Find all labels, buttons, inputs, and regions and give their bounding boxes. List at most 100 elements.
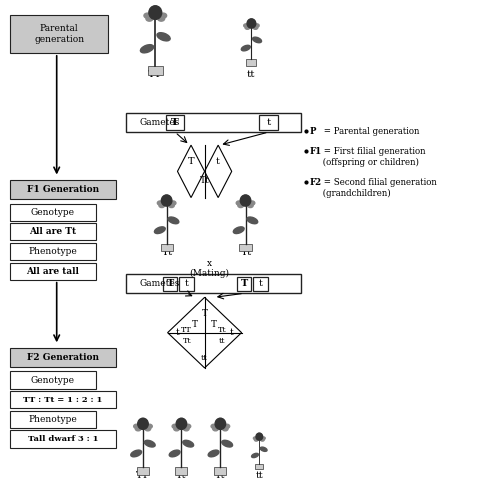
Bar xyxy=(148,66,163,75)
Text: tt: tt xyxy=(255,471,263,480)
Ellipse shape xyxy=(169,450,180,457)
Ellipse shape xyxy=(170,201,176,205)
Text: t: t xyxy=(216,157,220,166)
Ellipse shape xyxy=(178,418,184,422)
Ellipse shape xyxy=(157,201,163,205)
FancyBboxPatch shape xyxy=(10,348,116,367)
Ellipse shape xyxy=(152,6,159,11)
Ellipse shape xyxy=(161,195,172,206)
Polygon shape xyxy=(177,145,205,198)
Ellipse shape xyxy=(146,424,152,428)
FancyBboxPatch shape xyxy=(10,391,116,408)
FancyBboxPatch shape xyxy=(166,115,184,130)
FancyBboxPatch shape xyxy=(10,411,96,428)
Ellipse shape xyxy=(247,217,258,224)
Ellipse shape xyxy=(159,204,165,208)
Ellipse shape xyxy=(261,438,264,441)
Text: T: T xyxy=(241,279,247,288)
Text: Phenotype: Phenotype xyxy=(29,415,77,424)
FancyBboxPatch shape xyxy=(10,430,116,448)
Ellipse shape xyxy=(224,424,230,428)
Ellipse shape xyxy=(135,427,141,431)
Bar xyxy=(161,244,173,251)
Ellipse shape xyxy=(183,440,194,447)
Ellipse shape xyxy=(253,437,257,439)
Ellipse shape xyxy=(256,433,263,440)
Text: tt: tt xyxy=(247,70,256,79)
Ellipse shape xyxy=(138,418,148,429)
FancyBboxPatch shape xyxy=(10,204,96,221)
Ellipse shape xyxy=(131,450,141,457)
Text: T: T xyxy=(192,320,198,329)
Ellipse shape xyxy=(247,204,253,208)
Ellipse shape xyxy=(169,204,175,208)
Text: F2: F2 xyxy=(309,178,321,187)
Ellipse shape xyxy=(146,16,153,21)
FancyBboxPatch shape xyxy=(10,180,116,199)
Ellipse shape xyxy=(244,24,248,27)
Ellipse shape xyxy=(172,424,178,428)
FancyBboxPatch shape xyxy=(126,113,301,132)
Ellipse shape xyxy=(236,201,242,205)
FancyBboxPatch shape xyxy=(10,263,96,280)
Text: Genotype: Genotype xyxy=(31,208,75,217)
Ellipse shape xyxy=(240,195,251,206)
Text: t: t xyxy=(176,328,180,337)
Polygon shape xyxy=(205,145,232,198)
FancyBboxPatch shape xyxy=(163,277,177,291)
Text: TT : Tt = 1 : 2 : 1: TT : Tt = 1 : 2 : 1 xyxy=(23,396,103,404)
Text: Tt: Tt xyxy=(241,248,252,257)
Text: = First filial generation: = First filial generation xyxy=(321,147,426,156)
Ellipse shape xyxy=(211,424,217,428)
Bar xyxy=(137,467,149,475)
Bar xyxy=(176,467,187,475)
Ellipse shape xyxy=(251,453,258,458)
Text: x
(Mating): x (Mating) xyxy=(189,259,230,278)
Text: All are tall: All are tall xyxy=(27,267,79,276)
FancyBboxPatch shape xyxy=(10,243,96,260)
Text: T: T xyxy=(188,157,194,166)
Ellipse shape xyxy=(241,45,250,51)
Text: = Parental generation: = Parental generation xyxy=(321,127,420,136)
Ellipse shape xyxy=(157,33,170,41)
Ellipse shape xyxy=(140,418,146,422)
Bar xyxy=(240,244,251,251)
Ellipse shape xyxy=(222,440,233,447)
Ellipse shape xyxy=(134,424,140,428)
Text: Tt: Tt xyxy=(218,326,227,334)
Ellipse shape xyxy=(249,19,254,23)
Ellipse shape xyxy=(254,24,259,27)
Ellipse shape xyxy=(149,6,162,20)
FancyBboxPatch shape xyxy=(10,15,108,53)
Text: (offspring or children): (offspring or children) xyxy=(309,158,419,167)
Text: Tall dwarf 3 : 1: Tall dwarf 3 : 1 xyxy=(28,435,98,443)
Text: TT: TT xyxy=(148,70,162,79)
Ellipse shape xyxy=(158,16,165,21)
Ellipse shape xyxy=(144,13,151,18)
Ellipse shape xyxy=(174,427,179,431)
Text: TT: TT xyxy=(136,471,150,480)
Ellipse shape xyxy=(164,195,170,199)
FancyBboxPatch shape xyxy=(126,274,301,293)
Text: Tt: Tt xyxy=(215,471,226,480)
Ellipse shape xyxy=(249,201,255,205)
Text: t: t xyxy=(184,279,188,288)
Ellipse shape xyxy=(260,447,267,452)
Text: T: T xyxy=(167,279,174,288)
Text: tt: tt xyxy=(219,337,226,345)
Text: (grandchildren): (grandchildren) xyxy=(309,189,391,198)
Ellipse shape xyxy=(154,227,165,233)
Ellipse shape xyxy=(245,26,250,29)
FancyBboxPatch shape xyxy=(237,277,251,291)
Text: tt: tt xyxy=(201,354,208,362)
FancyBboxPatch shape xyxy=(10,371,96,389)
Text: T: T xyxy=(211,320,217,329)
Ellipse shape xyxy=(233,227,244,233)
Ellipse shape xyxy=(252,37,262,43)
Text: T: T xyxy=(202,309,208,318)
Text: T: T xyxy=(171,118,179,127)
Ellipse shape xyxy=(212,427,218,431)
Text: Gametes: Gametes xyxy=(140,118,180,127)
Ellipse shape xyxy=(215,418,226,429)
Text: Tt: Tt xyxy=(162,248,173,257)
